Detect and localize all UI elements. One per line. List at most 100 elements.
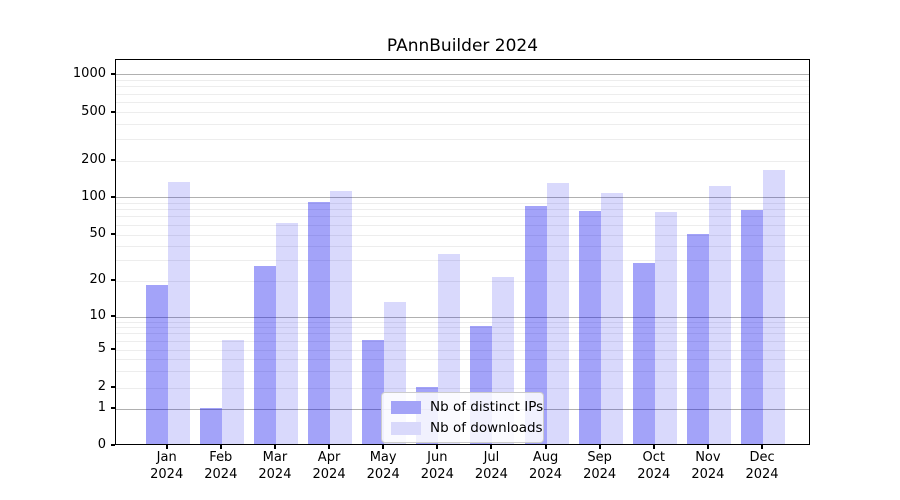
legend-swatch-downloads-icon	[391, 421, 421, 435]
bar-distinct-ips-jan	[145, 284, 168, 444]
bar-distinct-ips-nov	[686, 233, 709, 444]
y-tick-label: 100	[81, 188, 106, 204]
x-tick	[165, 445, 168, 449]
y-tick	[111, 110, 115, 113]
y-gridline-major	[116, 197, 809, 198]
x-tick	[761, 445, 764, 449]
y-gridline-minor	[116, 86, 809, 88]
x-tick-label-may: May 2024	[366, 450, 400, 482]
bar-distinct-ips-may	[362, 339, 385, 444]
y-gridline-minor	[116, 209, 809, 211]
plot-area: Nb of distinct IPs Nb of downloads	[115, 59, 810, 445]
y-tick-label: 10	[89, 308, 106, 323]
y-gridline-minor	[116, 280, 809, 282]
bar-downloads-aug	[546, 183, 569, 444]
bar-distinct-ips-mar	[253, 266, 276, 444]
x-tick	[652, 445, 655, 449]
x-tick-label-oct: Oct 2024	[637, 450, 671, 482]
x-tick	[706, 445, 709, 449]
y-gridline-minor	[116, 112, 809, 113]
y-tick-label: 50	[89, 226, 106, 241]
y-tick	[111, 159, 115, 161]
y-gridline-minor	[116, 349, 809, 351]
x-tick-label-jun: Jun 2024	[420, 450, 454, 482]
y-gridline-minor	[116, 327, 809, 329]
x-tick-label-nov: Nov 2024	[691, 450, 725, 482]
x-tick	[598, 445, 601, 449]
x-tick-label-aug: Aug 2024	[528, 450, 563, 482]
y-tick-label: 5	[97, 341, 106, 356]
y-tick	[111, 443, 115, 446]
x-tick-label-mar: Mar 2024	[258, 450, 292, 482]
y-gridline-major	[116, 74, 809, 75]
legend-item-distinct-ips: Nb of distinct IPs	[391, 399, 543, 415]
y-tick-label: 200	[81, 152, 106, 167]
legend-label-distinct-ips: Nb of distinct IPs	[430, 399, 544, 415]
x-tick	[436, 445, 439, 449]
bar-downloads-oct	[654, 211, 677, 444]
chart-title: PAnnBuilder 2024	[386, 36, 539, 56]
x-tick-label-jul: Jul 2024	[474, 450, 508, 482]
y-tick	[111, 348, 115, 350]
bar-downloads-apr	[330, 190, 353, 444]
x-tick-label-feb: Feb 2024	[204, 450, 238, 482]
bar-downloads-sep	[600, 193, 623, 444]
y-gridline-minor	[116, 234, 809, 236]
legend: Nb of distinct IPs Nb of downloads	[381, 392, 544, 443]
bar-distinct-ips-feb	[199, 407, 222, 444]
y-tick	[111, 72, 115, 75]
y-gridline-minor	[116, 370, 809, 372]
y-gridline-minor	[116, 139, 809, 141]
y-gridline-minor	[116, 202, 809, 204]
bar-downloads-feb	[221, 339, 244, 444]
x-tick-label-sep: Sep 2024	[583, 450, 617, 482]
x-tick-label-apr: Apr 2024	[312, 450, 346, 482]
y-tick-label: 2	[97, 379, 106, 394]
y-tick	[111, 386, 115, 388]
y-tick	[111, 195, 115, 198]
bar-distinct-ips-apr	[308, 202, 331, 444]
y-gridline-minor	[116, 321, 809, 323]
bar-downloads-mar	[275, 222, 298, 444]
y-gridline-minor	[116, 224, 809, 226]
y-tick	[111, 407, 115, 409]
y-gridline-minor	[116, 245, 809, 247]
x-tick	[328, 445, 331, 449]
x-tick-label-jan: Jan 2024	[150, 450, 184, 482]
y-gridline-minor	[116, 260, 809, 262]
legend-label-downloads: Nb of downloads	[430, 420, 543, 436]
x-tick	[219, 445, 222, 449]
y-tick-label: 1000	[72, 65, 106, 81]
bar-distinct-ips-dec	[741, 210, 764, 444]
x-tick	[490, 445, 493, 449]
bar-downloads-jan	[167, 182, 190, 444]
y-gridline-minor	[116, 216, 809, 218]
y-gridline-minor	[116, 79, 809, 81]
y-gridline-minor	[116, 333, 809, 335]
y-gridline-minor	[116, 340, 809, 342]
bar-distinct-ips-sep	[578, 210, 601, 444]
bar-downloads-nov	[708, 185, 731, 444]
x-tick-label-dec: Dec 2024	[745, 450, 779, 482]
bar-distinct-ips-oct	[632, 262, 655, 444]
x-tick	[544, 445, 547, 449]
y-tick-label: 1	[97, 400, 106, 415]
y-tick	[111, 315, 115, 317]
y-tick-label: 0	[97, 436, 106, 452]
y-tick-label: 20	[89, 272, 106, 287]
x-tick	[273, 445, 276, 449]
y-gridline-major	[116, 316, 809, 318]
y-gridline-minor	[116, 387, 809, 389]
legend-item-downloads: Nb of downloads	[391, 420, 543, 436]
y-tick	[111, 233, 115, 235]
y-tick	[111, 279, 115, 281]
bar-downloads-dec	[763, 169, 786, 444]
y-gridline-minor	[116, 123, 809, 125]
y-gridline-minor	[116, 102, 809, 103]
y-gridline-minor	[116, 358, 809, 360]
y-gridline-minor	[116, 93, 809, 95]
y-gridline-minor	[116, 160, 809, 162]
x-tick	[382, 445, 385, 449]
bar-distinct-ips-aug	[524, 206, 547, 444]
